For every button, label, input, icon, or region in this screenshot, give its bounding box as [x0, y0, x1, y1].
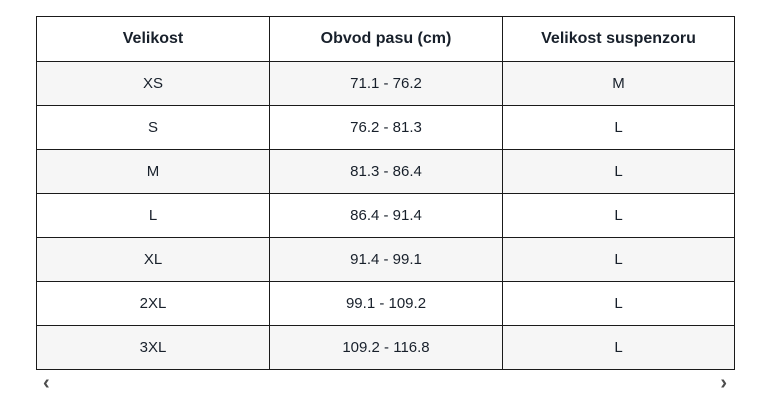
waist-range-cell: 76.2 - 81.3 [269, 105, 503, 150]
waist-range-cell: 71.1 - 76.2 [269, 61, 503, 106]
size-cell: XS [36, 61, 270, 106]
waist-range-cell: 81.3 - 86.4 [269, 149, 503, 194]
size-cell: S [36, 105, 270, 150]
suspensor-size-cell: M [502, 61, 735, 106]
column-header-velikost-suspenzoru: Velikost suspenzoru [502, 16, 735, 62]
table-header-row: Velikost Obvod pasu (cm) Velikost suspen… [36, 16, 735, 62]
suspensor-size-cell: L [502, 237, 735, 282]
table-row: L 86.4 - 91.4 L [36, 193, 735, 238]
suspensor-size-cell: L [502, 149, 735, 194]
size-cell: L [36, 193, 270, 238]
table-row: 2XL 99.1 - 109.2 L [36, 281, 735, 326]
scroll-left-icon[interactable]: ‹ [43, 372, 50, 394]
table-row: 3XL 109.2 - 116.8 L [36, 325, 735, 370]
suspensor-size-cell: L [502, 281, 735, 326]
scroll-right-icon[interactable]: › [720, 372, 727, 394]
table-row: S 76.2 - 81.3 L [36, 105, 735, 150]
size-chart-page: Velikost Obvod pasu (cm) Velikost suspen… [36, 16, 735, 395]
size-cell: 3XL [36, 325, 270, 370]
waist-range-cell: 91.4 - 99.1 [269, 237, 503, 282]
horizontal-scroll-indicator: ‹ › [36, 371, 734, 395]
suspensor-size-cell: L [502, 105, 735, 150]
size-chart-table: Velikost Obvod pasu (cm) Velikost suspen… [36, 16, 735, 370]
size-cell: M [36, 149, 270, 194]
waist-range-cell: 86.4 - 91.4 [269, 193, 503, 238]
column-header-velikost: Velikost [36, 16, 270, 62]
size-cell: 2XL [36, 281, 270, 326]
size-cell: XL [36, 237, 270, 282]
table-row: XS 71.1 - 76.2 M [36, 61, 735, 106]
table-row: XL 91.4 - 99.1 L [36, 237, 735, 282]
suspensor-size-cell: L [502, 193, 735, 238]
waist-range-cell: 99.1 - 109.2 [269, 281, 503, 326]
waist-range-cell: 109.2 - 116.8 [269, 325, 503, 370]
suspensor-size-cell: L [502, 325, 735, 370]
table-row: M 81.3 - 86.4 L [36, 149, 735, 194]
column-header-obvod-pasu: Obvod pasu (cm) [269, 16, 503, 62]
